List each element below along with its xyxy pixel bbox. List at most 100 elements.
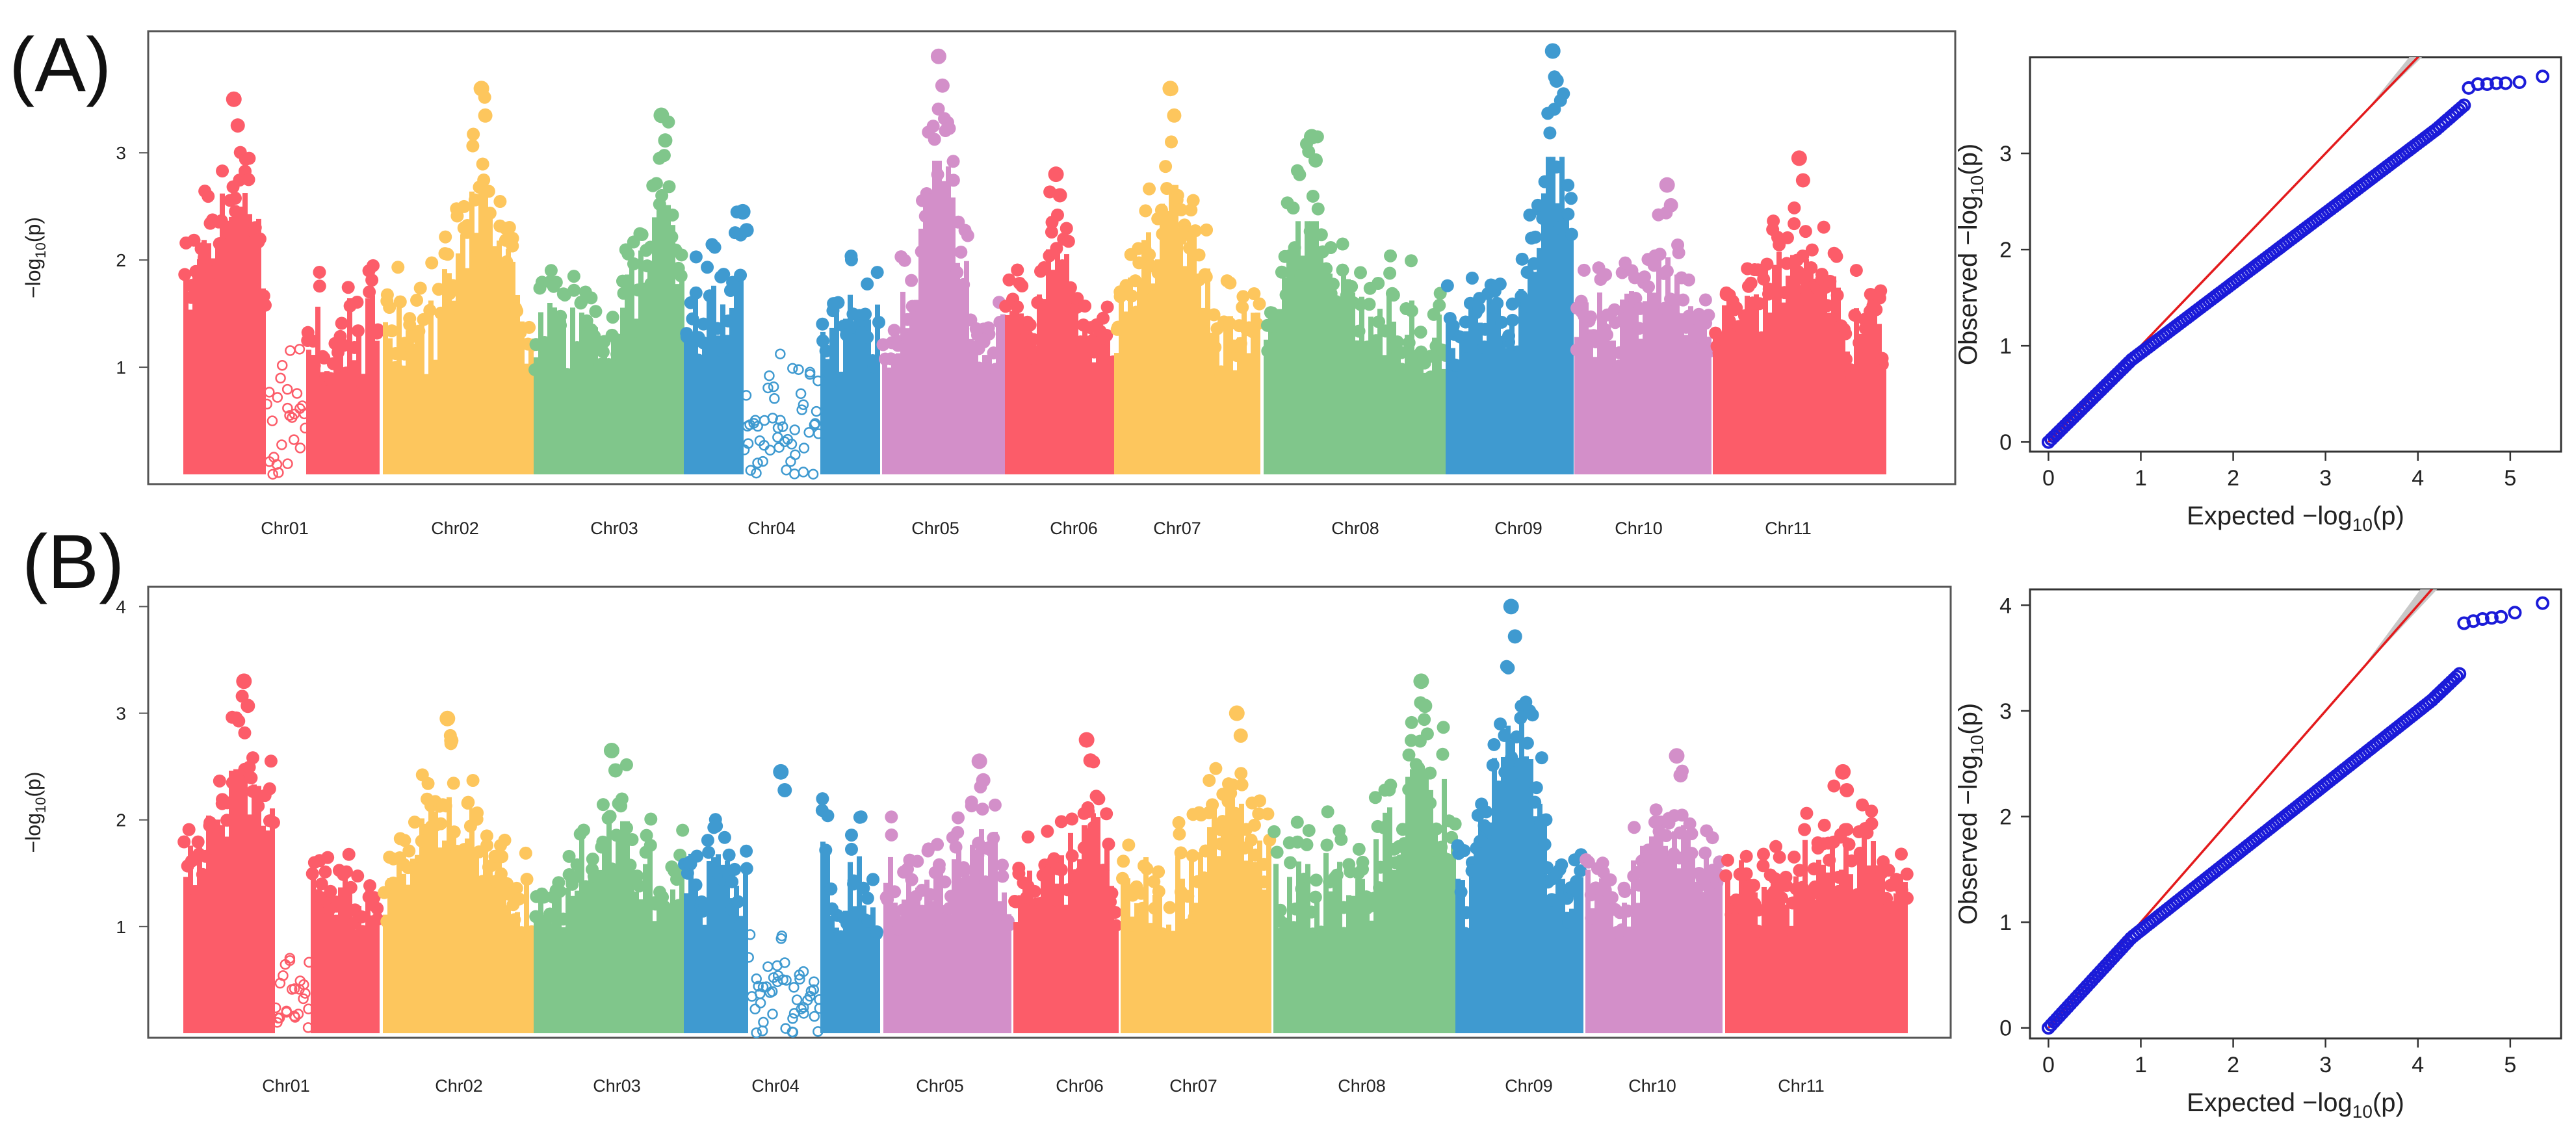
- snp-point: [1561, 207, 1575, 221]
- snp-density-band: [1162, 933, 1167, 1033]
- snp-point: [1065, 812, 1079, 826]
- snp-density-band: [1606, 341, 1611, 474]
- snp-point: [471, 806, 484, 819]
- snp-point: [1429, 822, 1443, 836]
- snp-density-band: [1055, 249, 1060, 474]
- snp-point: [1314, 228, 1328, 242]
- snp-density-band: [333, 357, 339, 474]
- snp-point: [1336, 263, 1349, 277]
- snp-point: [383, 301, 397, 315]
- qq-frame: [2029, 588, 2562, 1040]
- snp-density-band: [1555, 203, 1560, 474]
- snp-density-band: [256, 218, 261, 474]
- snp-point: [614, 799, 628, 813]
- snp-density-band: [1799, 285, 1804, 474]
- snp-density-band: [224, 220, 229, 474]
- snp-density-band: [515, 294, 520, 474]
- snp-density-band: [1301, 890, 1306, 1033]
- snp-point: [510, 304, 524, 318]
- snp-density-band: [1590, 908, 1595, 1033]
- snp-point: [177, 835, 191, 849]
- snp-density-band: [1134, 903, 1139, 1033]
- snp-point: [1600, 328, 1614, 342]
- snp-point: [1865, 804, 1879, 818]
- snp-density-band: [1022, 882, 1028, 1033]
- snp-density-band: [1319, 930, 1324, 1033]
- snp-density-band: [946, 166, 951, 474]
- snp-density-band: [519, 933, 525, 1033]
- snp-density-band: [1000, 314, 1006, 474]
- snp-density-band: [1652, 292, 1657, 474]
- snp-density-band: [1752, 892, 1758, 1033]
- snp-density-band: [1898, 874, 1903, 1033]
- snp-density-band: [347, 298, 352, 474]
- snp-density-band: [1676, 868, 1682, 1033]
- snp-point: [1780, 231, 1794, 244]
- snp-point: [1170, 193, 1184, 207]
- snp-point: [273, 467, 284, 478]
- snp-point: [1673, 768, 1688, 783]
- snp-point: [1409, 758, 1423, 771]
- snp-point: [905, 274, 918, 287]
- snp-density-band: [356, 335, 361, 474]
- snp-density-band: [1615, 365, 1620, 474]
- snp-point: [313, 279, 326, 293]
- snp-point: [342, 847, 356, 861]
- snp-density-band: [961, 881, 966, 1033]
- snp-density-band: [1546, 898, 1552, 1033]
- snp-point: [1063, 281, 1077, 294]
- snp-point: [417, 313, 430, 326]
- snp-density-band: [1086, 828, 1091, 1033]
- snp-density-band: [1555, 861, 1561, 1033]
- snp-point: [447, 825, 461, 839]
- snp-point: [1356, 855, 1370, 869]
- snp-point: [1842, 838, 1856, 851]
- snp-density-band: [1157, 894, 1162, 1033]
- snp-density-band: [561, 320, 566, 474]
- snp-point: [787, 363, 798, 374]
- snp-point: [1490, 296, 1504, 310]
- snp-density-band: [1731, 326, 1736, 474]
- snp-point: [1320, 262, 1333, 276]
- snp-density-band: [478, 185, 484, 474]
- snp-density-band: [1287, 877, 1292, 1033]
- snp-density-band: [588, 866, 593, 1033]
- snp-density-band: [1268, 311, 1273, 474]
- snp-density-band: [1496, 306, 1501, 474]
- snp-density-band: [1151, 283, 1156, 474]
- chromosome-points: [1115, 705, 1277, 1033]
- snp-point: [905, 873, 918, 886]
- snp-density-band: [1656, 257, 1661, 474]
- snp-density-band: [1377, 309, 1383, 474]
- snp-density-band: [983, 883, 989, 1033]
- snp-density-band: [1239, 803, 1244, 1033]
- snp-density-band: [857, 331, 862, 474]
- snp-density-band: [1023, 326, 1028, 474]
- snp-density-band: [1077, 859, 1082, 1033]
- snp-density-band: [1875, 865, 1880, 1033]
- chromosome-points: [177, 673, 384, 1033]
- snp-density-band: [415, 326, 420, 474]
- snp-density-band: [1881, 357, 1886, 474]
- snp-density-band: [688, 853, 694, 1033]
- snp-density-band: [1305, 221, 1310, 474]
- snp-point: [537, 890, 551, 904]
- snp-density-band: [734, 885, 739, 1033]
- snp-density-band: [575, 890, 580, 1033]
- snp-point: [1799, 225, 1812, 238]
- snp-point: [187, 894, 200, 907]
- snp-density-band: [343, 369, 348, 474]
- snp-point: [228, 192, 242, 205]
- snp-point: [423, 303, 437, 317]
- snp-density-band: [1754, 294, 1759, 474]
- snp-density-band: [1693, 326, 1698, 474]
- snp-point: [1529, 781, 1543, 795]
- snp-density-band: [365, 298, 371, 474]
- snp-density-band: [397, 296, 402, 474]
- snp-density-band: [1812, 899, 1817, 1033]
- snp-point: [1309, 873, 1323, 887]
- snp-density-band: [1410, 769, 1415, 1033]
- snp-point: [1054, 815, 1068, 829]
- snp-density-band: [597, 869, 603, 1033]
